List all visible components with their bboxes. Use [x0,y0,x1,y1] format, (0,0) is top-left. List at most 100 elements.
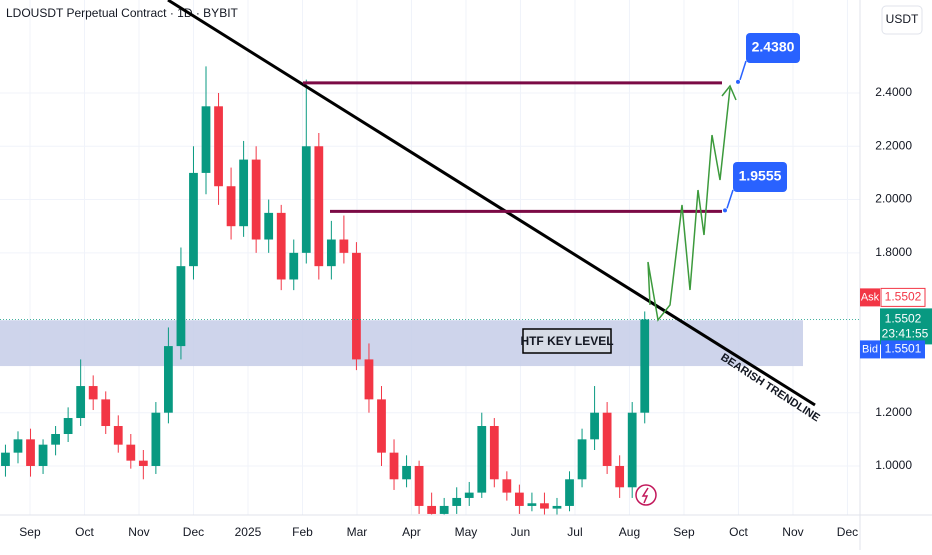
candle-body [464,492,474,498]
key-zone [0,320,803,367]
candle-body [189,172,198,267]
x-tick-label: Dec [837,525,858,539]
candle-body [113,426,123,445]
x-tick-label: Feb [292,525,313,539]
key-zone-label: HTF KEY LEVEL [520,334,613,348]
candle-body [402,465,411,480]
candle-body [602,412,612,466]
candle-body [101,399,111,427]
bid-label: Bid [862,343,878,355]
candle-body [289,252,299,280]
level-pointer [739,60,747,81]
candle-body [527,503,537,506]
y-tick-label: 2.0000 [875,192,912,206]
candle-body [176,266,186,347]
bid-tag [860,340,880,359]
event-icon [635,484,657,506]
candle-body [439,505,449,514]
candle-body [590,412,599,440]
candle-body [540,503,549,509]
x-tick-label: Dec [183,525,204,539]
candle-body [627,412,637,488]
y-tick-label: 2.2000 [875,138,912,152]
x-tick-label: Apr [402,525,421,539]
candle-body [489,426,499,480]
currency-button[interactable] [881,5,923,35]
x-tick-label: Mar [347,525,368,539]
y-tick-label: 1.2000 [875,405,912,419]
x-tick-label: Nov [782,525,803,539]
candle-body [577,439,587,480]
key-zone-box [522,328,612,354]
candle-body [251,159,261,240]
candle-body [38,444,48,466]
candle-body [364,359,374,400]
countdown: 23:41:55 [882,327,929,341]
candle-body [13,439,23,453]
candle-body [1,452,10,466]
last-price: 1.5502 [885,312,922,326]
y-tick-label: 2.4000 [875,85,912,99]
chart-title: LDOUSDT Perpetual Contract · 1D · BYBIT [6,6,239,20]
candle-body [352,252,361,360]
currency[interactable]: USDT [886,12,919,26]
plot [0,0,860,515]
candle-body [164,346,173,413]
candle-body [565,479,574,506]
ask-label: Ask [861,291,880,303]
level-dot [736,79,740,84]
projection-arrow [721,84,737,101]
y-tick-label: 1.8000 [875,245,912,259]
candle-body [276,212,286,280]
candle-body [51,434,60,445]
candle-body [201,106,211,173]
candle-body [214,106,223,187]
level-label: 2.4380 [752,39,795,55]
candle-body [427,505,437,514]
level-label: 1.9555 [739,168,782,184]
candle-body [138,460,148,466]
candle-body [377,399,386,453]
candle-body [226,186,236,227]
event-icon-bolt [641,487,649,504]
candle-body [326,239,336,267]
level-dot [723,208,727,213]
level-box [733,162,787,192]
projection [647,87,731,322]
x-tick-label: Jul [567,525,582,539]
candle-body [301,146,311,253]
candle-body [452,497,462,506]
x-tick-label: Jun [511,525,530,539]
level-box [746,33,800,63]
candle-body [477,426,487,493]
candle-body [63,418,73,435]
candle-body [502,479,512,493]
candle-body [151,412,161,466]
x-tick-label: Sep [673,525,695,539]
candle-body [552,505,562,509]
candle-body [314,146,324,267]
x-tick-label: May [455,525,478,539]
candle-body [389,452,399,480]
ask-price-tag [880,287,926,307]
ask-tag [860,288,880,307]
candle-body [514,492,524,506]
y-tick-label: 1.0000 [875,458,912,472]
x-tick-label: Aug [619,525,640,539]
x-tick-label: Nov [128,525,149,539]
bid-price-tag [881,340,925,359]
candle-body [414,465,424,506]
x-tick-label: 2025 [235,525,262,539]
ask-price: 1.5502 [885,290,922,304]
candle-body [339,239,349,253]
candle-body [615,465,625,488]
bid-price: 1.5501 [885,342,922,356]
candle-body [264,212,274,240]
candle-body [88,386,98,400]
candle-body [76,386,86,419]
candle-body [239,159,248,227]
x-tick-label: Oct [729,525,748,539]
last-price-tag [880,308,932,345]
